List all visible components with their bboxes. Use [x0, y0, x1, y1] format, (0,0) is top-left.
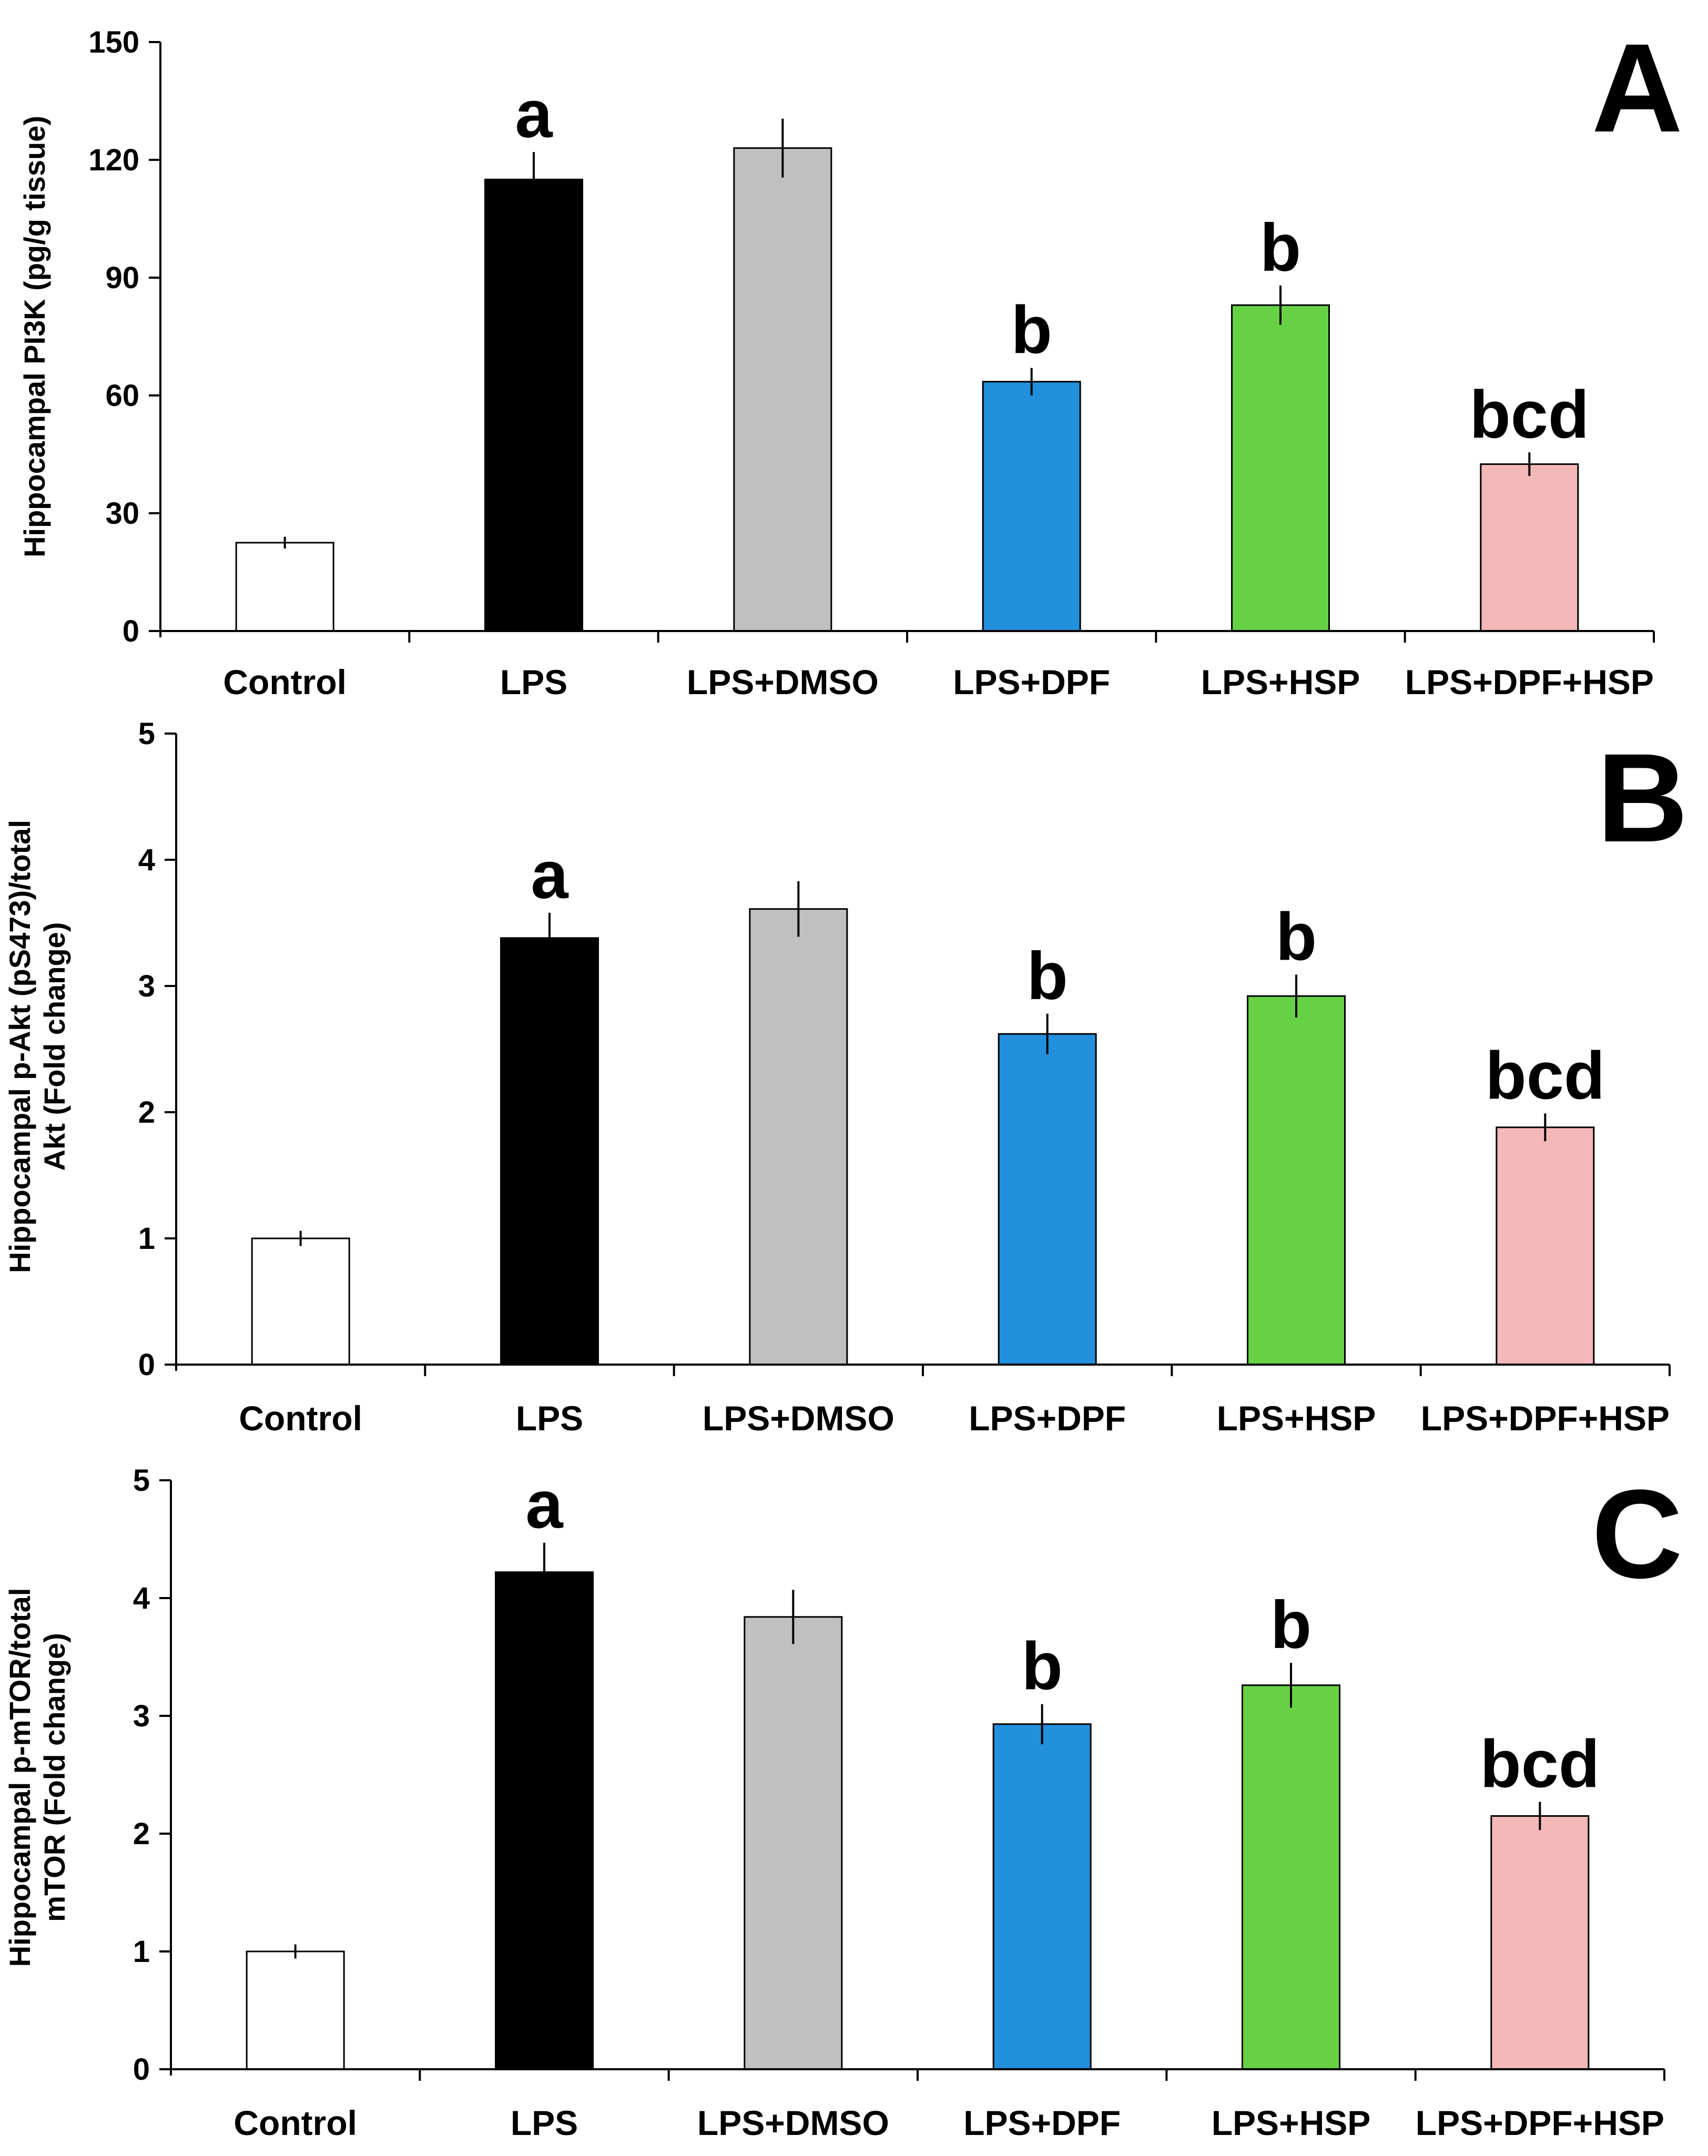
panel-b-bar-0 — [251, 1237, 350, 1366]
panel-a-y-tick-label-3: 90 — [105, 261, 139, 295]
panel-c-significance-label-1: a — [525, 1468, 563, 1543]
panel-a-y-axis-title-line-0: Hippocampal PI3K (pg/g tissue) — [18, 116, 51, 557]
panel-a-bar-4 — [1231, 304, 1330, 632]
panel-a-significance-label-1: a — [515, 77, 553, 152]
panel-c-bar-5 — [1490, 1815, 1590, 2070]
panel-b-y-axis-title-line-0: Hippocampal p-Akt (pS473)/total — [3, 820, 36, 1273]
panel-a-y-tick-label-0: 0 — [123, 614, 139, 648]
panel-b-bar-4 — [1247, 995, 1346, 1366]
panel-a-bar-1 — [484, 178, 583, 632]
panel-c-significance-label-3: b — [1022, 1629, 1063, 1704]
panel-a-category-label-0: Control — [223, 663, 347, 701]
panel-a-panel-letter: A — [1592, 17, 1683, 158]
panel-b-bar-2 — [749, 908, 848, 1366]
panel-a-category-label-2: LPS+DMSO — [687, 663, 879, 701]
panel-b-y-tick-label-5: 5 — [138, 717, 155, 751]
panel-a-y-tick-label-4: 120 — [88, 143, 139, 177]
panel-b-category-label-1: LPS — [516, 1399, 583, 1438]
panel-c-y-tick-label-1: 1 — [133, 1935, 150, 1969]
panel-c-y-tick-label-2: 2 — [133, 1817, 150, 1851]
panel-c-category-label-2: LPS+DMSO — [697, 2103, 889, 2142]
panel-a-significance-label-5: bcd — [1470, 377, 1590, 452]
panel-b-category-label-3: LPS+DPF — [969, 1399, 1126, 1438]
panel-c-category-label-1: LPS — [511, 2103, 578, 2142]
panel-c-category-label-3: LPS+DPF — [963, 2103, 1121, 2142]
panel-b-y-axis-title-line-1: Akt (Fold change) — [38, 922, 71, 1171]
panel-c-category-label-5: LPS+DPF+HSP — [1416, 2103, 1664, 2142]
panel-c-y-axis-title-line-0: Hippocampal p-mTOR/total — [3, 1588, 36, 1967]
panel-b-y-tick-label-3: 3 — [138, 969, 155, 1003]
panel-a-category-label-1: LPS — [500, 663, 567, 701]
panel-b-bar-5 — [1496, 1126, 1595, 1366]
chart-panel-b: a b b bcd 0 1 2 3 4 5 Control LPS LPS+DMSO LPS+DPF LPS… — [3, 717, 1688, 1438]
panel-a-category-label-5: LPS+DPF+HSP — [1405, 663, 1654, 701]
panel-b-bar-1 — [500, 937, 599, 1366]
panel-a-y-tick-label-5: 150 — [88, 25, 139, 59]
panel-c-y-tick-label-5: 5 — [133, 1463, 150, 1498]
panel-b-y-tick-label-0: 0 — [138, 1348, 155, 1382]
panel-c-significance-label-4: b — [1270, 1588, 1312, 1663]
panel-b-y-tick-label-4: 4 — [138, 843, 155, 877]
panel-b-category-label-2: LPS+DMSO — [703, 1399, 894, 1438]
panel-b-category-label-5: LPS+DPF+HSP — [1421, 1399, 1670, 1438]
panel-c-y-tick-label-3: 3 — [133, 1699, 150, 1733]
panel-b-y-tick-label-1: 1 — [138, 1222, 155, 1256]
panel-b-significance-label-4: b — [1276, 899, 1317, 974]
panel-a-bar-2 — [733, 147, 832, 632]
panel-a-y-tick-label-2: 60 — [105, 379, 139, 413]
panel-b-significance-label-3: b — [1027, 939, 1068, 1014]
panel-b-bar-3 — [998, 1033, 1097, 1366]
panel-c-bar-0 — [246, 1950, 345, 2070]
panel-b-significance-label-1: a — [531, 838, 568, 913]
panel-c-bar-2 — [744, 1616, 843, 2070]
panel-c-bar-3 — [992, 1723, 1092, 2070]
panel-c-y-tick-label-0: 0 — [133, 2052, 150, 2087]
panel-c-y-tick-label-4: 4 — [133, 1581, 150, 1615]
panel-a-significance-label-4: b — [1260, 210, 1301, 286]
panel-b-y-tick-label-2: 2 — [138, 1095, 155, 1130]
panel-b-category-label-0: Control — [239, 1399, 362, 1438]
panel-a-category-label-3: LPS+DPF — [953, 663, 1110, 701]
panel-b-panel-letter: B — [1597, 727, 1688, 868]
panel-c-bar-4 — [1242, 1684, 1340, 2070]
panel-c-panel-letter: C — [1592, 1463, 1683, 1604]
panel-b-significance-label-5: bcd — [1486, 1038, 1605, 1113]
chart-panel-c: a b b bcd 0 1 2 3 4 5 Control LPS LPS+DMSO LPS+DPF LPS… — [3, 1463, 1683, 2142]
chart-panel-a: a b b bcd 0 30 60 90 120 150 Control LPS LPS+DMSO LPS… — [18, 17, 1683, 701]
panel-c-significance-label-5: bcd — [1480, 1727, 1600, 1802]
panel-a-bar-0 — [235, 542, 334, 632]
panel-c-y-axis-title-line-1: mTOR (Fold change) — [38, 1633, 71, 1922]
panel-a-bar-5 — [1480, 463, 1579, 632]
panel-c-category-label-0: Control — [233, 2103, 357, 2142]
panel-b-category-label-4: LPS+HSP — [1217, 1399, 1376, 1438]
panel-c-category-label-4: LPS+HSP — [1212, 2103, 1371, 2142]
panel-a-significance-label-3: b — [1011, 293, 1052, 368]
panel-a-category-label-4: LPS+HSP — [1201, 663, 1360, 701]
panel-c-bar-1 — [495, 1571, 594, 2070]
panel-a-bar-3 — [982, 381, 1081, 632]
panel-a-y-tick-label-1: 30 — [105, 496, 139, 531]
